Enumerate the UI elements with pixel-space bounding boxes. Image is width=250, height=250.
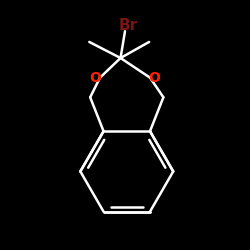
Text: O: O — [148, 71, 160, 85]
Text: Br: Br — [119, 18, 138, 33]
Text: O: O — [90, 71, 102, 85]
